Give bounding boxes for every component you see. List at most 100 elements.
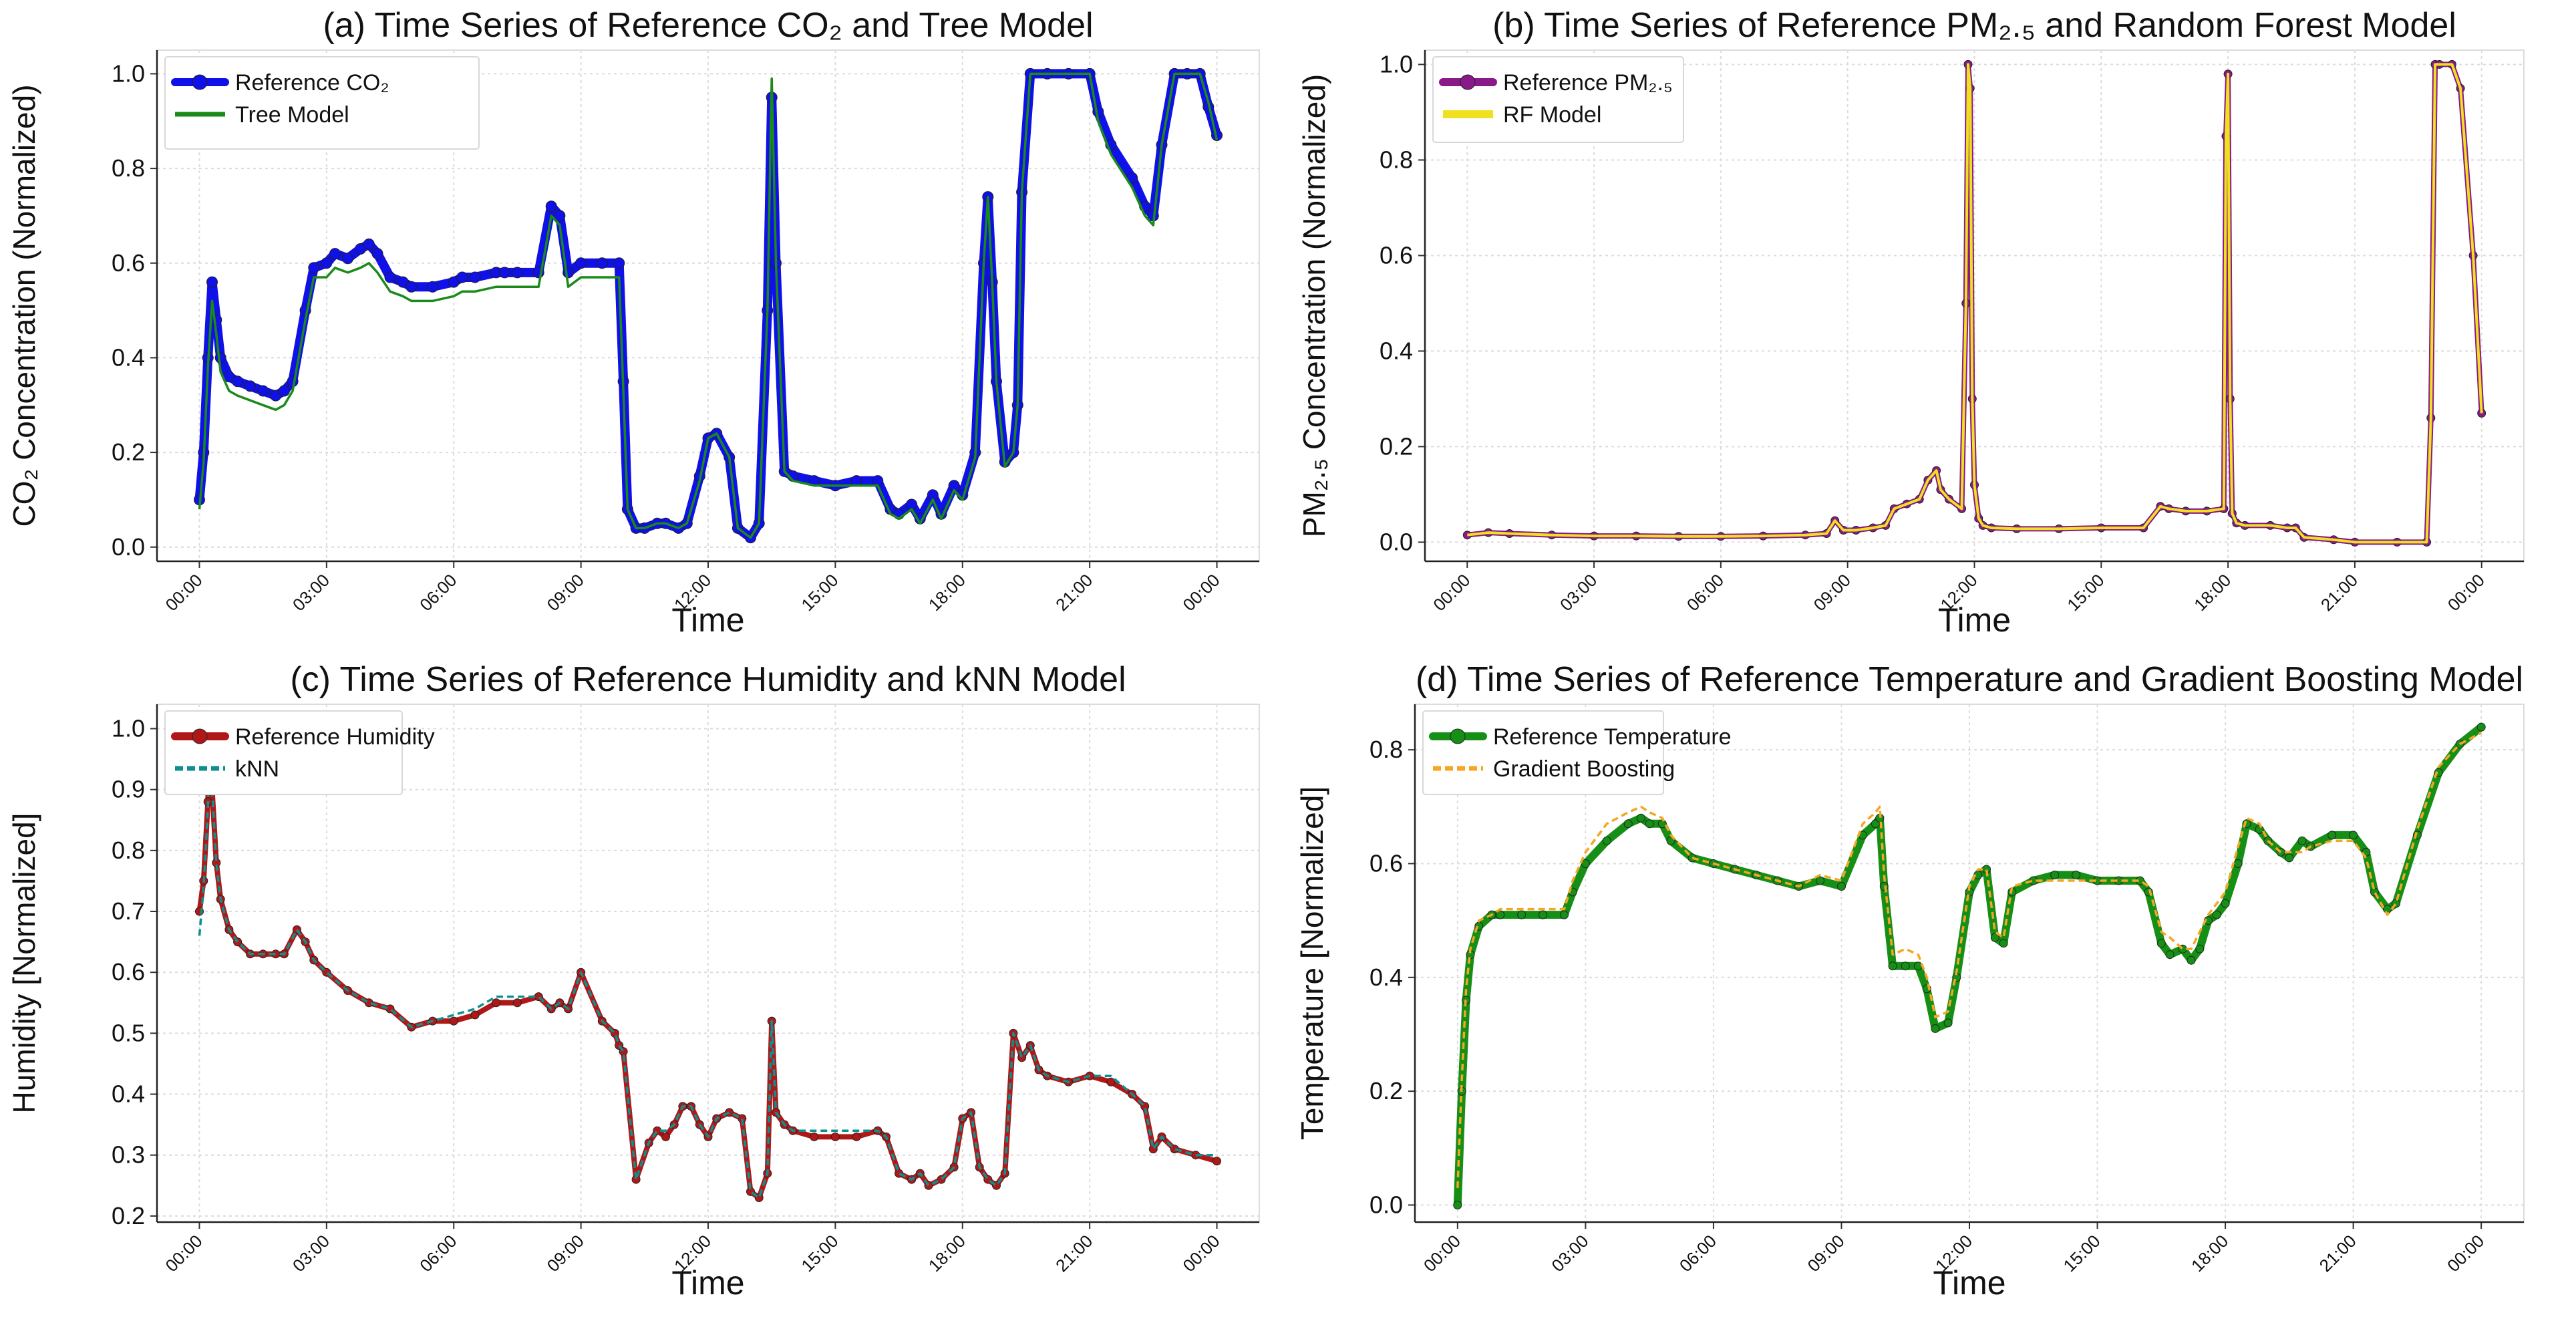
data-point (545, 200, 557, 212)
x-tick-label: 15:00 (2063, 570, 2108, 615)
data-point (511, 267, 523, 279)
data-point (2233, 859, 2243, 868)
data-point (2165, 950, 2175, 960)
series-line (1456, 732, 2482, 1188)
data-point (449, 1016, 458, 1026)
data-point (852, 1132, 861, 1141)
data-point (1636, 813, 1645, 823)
x-axis-label: Time (671, 1264, 744, 1302)
x-tick-label: 06:00 (1683, 570, 1728, 615)
data-point (342, 253, 354, 265)
data-point (2285, 853, 2294, 863)
data-point (562, 267, 575, 279)
y-axis-label: CO₂ Concentration (Normalized) (7, 84, 41, 527)
x-tick-label: 09:00 (543, 570, 588, 615)
x-tick-label: 09:00 (543, 1231, 588, 1276)
y-tick-label: 0.6 (1380, 241, 1413, 269)
x-tick-label: 09:00 (1803, 1231, 1848, 1276)
series-2-knn (198, 733, 1217, 1199)
legend: Reference PM₂.₅ RF Model (1432, 56, 1684, 143)
data-point (575, 257, 587, 269)
x-tick-label: 00:00 (1179, 570, 1224, 615)
x-axis-label: Time (671, 601, 744, 639)
data-point (1017, 1053, 1027, 1062)
x-tick-label: 03:00 (1547, 1231, 1592, 1276)
x-tick-label: 21:00 (1052, 1231, 1096, 1276)
legend-label: RF Model (1503, 102, 1601, 128)
data-point (329, 248, 341, 260)
data-point (1106, 1077, 1116, 1086)
chart-d-svg: 0.00.20.40.60.800:00 03:00 06:00 09:00 12:00… (1295, 660, 2525, 1302)
legend-label: Reference CO₂ (235, 70, 389, 96)
data-point (278, 385, 290, 397)
data-point (2195, 944, 2205, 953)
data-point (1602, 836, 1611, 845)
y-tick-label: 0.3 (112, 1141, 145, 1169)
data-point (512, 998, 522, 1008)
legend-label: kNN (235, 756, 279, 782)
panel-b: 0.0 0.2 0.4 0.6 0.8 1.0 00:00 03:00 06:00 09:00 12… (1288, 0, 2576, 661)
y-tick-label: 1.0 (112, 714, 145, 742)
data-point (2349, 831, 2358, 840)
y-tick-label: 0.8 (112, 154, 145, 182)
x-tick-label: 03:00 (1556, 570, 1601, 615)
panel-a: 0.0 0.2 0.4 0.6 0.8 1.0 00:00 03:00 06:00 09:00 12… (0, 0, 1288, 661)
data-point (2255, 825, 2264, 834)
data-point (456, 271, 468, 283)
y-axis-label: PM₂.₅ Concentration (Normalized) (1297, 74, 1331, 537)
data-point (206, 276, 218, 288)
data-point (210, 314, 222, 326)
data-point (498, 267, 510, 279)
legend: Reference Temperature Gradient Boosting (1422, 710, 1732, 795)
y-tick-label: 0.8 (112, 837, 145, 864)
y-tick-label: 1.0 (112, 59, 145, 87)
data-point (470, 1010, 480, 1020)
y-tick-label: 0.4 (1370, 964, 1403, 991)
legend-box (1432, 56, 1684, 143)
data-point (2476, 722, 2486, 732)
data-point (1816, 876, 1824, 885)
legend-swatch-marker (192, 74, 208, 90)
x-tick-label: 21:00 (2317, 570, 2362, 615)
x-tick-label: 00:00 (2444, 570, 2488, 615)
data-point (2187, 955, 2196, 965)
data-point (1879, 882, 1889, 891)
data-point (2156, 939, 2166, 948)
x-tick-label: 21:00 (2315, 1231, 2360, 1276)
data-point (725, 1108, 734, 1117)
y-tick-label: 0.2 (1370, 1077, 1403, 1105)
y-axis-label: Temperature [Normalized] (1295, 786, 1329, 1140)
data-point (830, 1132, 840, 1141)
data-point (371, 248, 383, 260)
x-axis-label: Time (1933, 1264, 2005, 1302)
series-2-gradient-boosting (1456, 732, 2482, 1188)
legend-label: Tree Model (235, 102, 349, 128)
data-point (810, 1132, 819, 1141)
legend-swatch-marker (1460, 74, 1476, 90)
data-point (397, 276, 409, 288)
legend-box (164, 710, 403, 795)
series-line (198, 72, 1219, 539)
chart-title: (c) Time Series of Reference Humidity an… (290, 661, 1126, 699)
data-point (469, 271, 481, 283)
series-2-tree-model (198, 72, 1219, 539)
data-point (2050, 871, 2060, 879)
x-axis-label: Time (1938, 601, 2011, 639)
x-tick-label: 15:00 (797, 570, 842, 615)
legend-box (1422, 710, 1664, 795)
data-point (895, 1169, 904, 1178)
x-tick-label: 03:00 (289, 570, 333, 615)
x-tick-label: 06:00 (416, 1231, 460, 1276)
series-2-rf-model (1467, 63, 2483, 544)
data-point (1901, 962, 1910, 971)
data-point (1888, 962, 1897, 971)
y-tick-label: 0.4 (112, 1080, 145, 1108)
data-point (2212, 910, 2221, 919)
x-tick-label: 00:00 (161, 570, 206, 615)
y-tick-label: 0.4 (1380, 337, 1413, 364)
y-tick-label: 0.6 (112, 958, 145, 986)
y-tick-label: 0.0 (1380, 528, 1413, 555)
chart-a-svg: 0.00.20.40.60.81.000:00 03:00 06:00 09:00 12… (7, 6, 1260, 639)
legend-swatch-marker (192, 728, 208, 744)
data-point (232, 376, 244, 388)
